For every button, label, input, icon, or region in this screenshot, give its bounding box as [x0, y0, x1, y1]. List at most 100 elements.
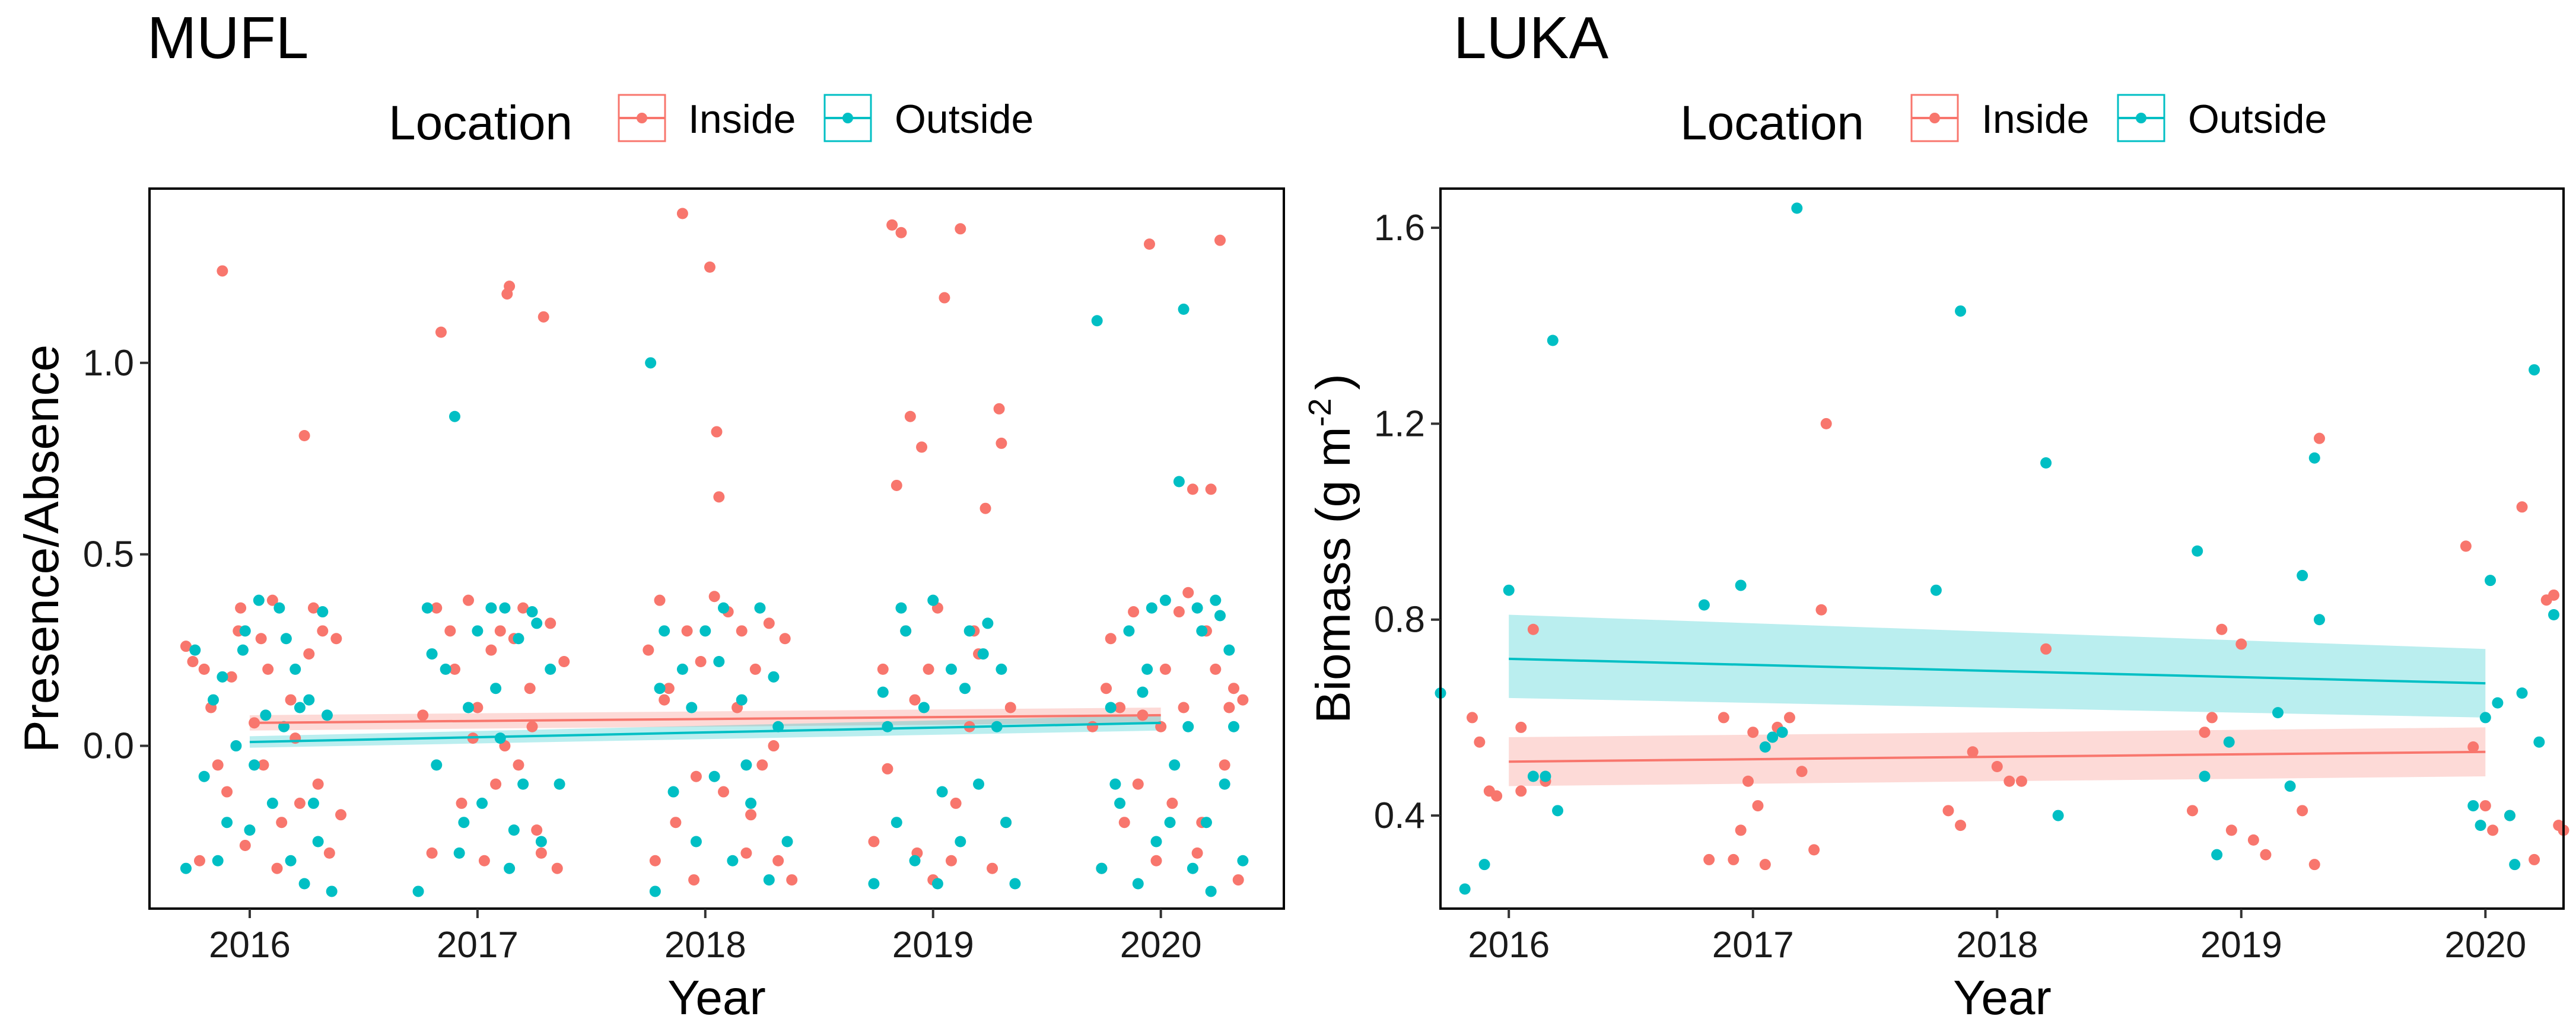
- luka-point-inside: [2015, 775, 2027, 787]
- luka-point-inside: [2260, 849, 2272, 861]
- luka-x-tick-label: 2016: [1468, 925, 1550, 966]
- mufl-point-inside: [317, 625, 329, 637]
- mufl-point-outside: [1191, 602, 1203, 614]
- mufl-point-outside: [230, 740, 242, 752]
- mufl-point-inside: [323, 847, 335, 859]
- luka-point-outside: [1547, 334, 1559, 346]
- mufl-point-inside: [695, 655, 707, 667]
- mufl-point-outside: [303, 694, 315, 706]
- luka-plot-border: [1439, 187, 2565, 910]
- mufl-point-inside: [868, 836, 880, 848]
- luka-ci-ribbon-outside: [1509, 614, 2486, 718]
- mufl-point-inside: [431, 602, 443, 614]
- luka-x-tick-label: 2017: [1712, 925, 1794, 966]
- mufl-legend-label-inside: Inside: [688, 97, 796, 142]
- mufl-point-inside: [736, 625, 748, 637]
- luka-x-tick-label: 2019: [2200, 925, 2282, 966]
- luka-point-inside: [1466, 712, 1478, 724]
- mufl-point-outside: [453, 847, 465, 859]
- mufl-point-outside: [718, 602, 730, 614]
- luka-x-tick-label: 2020: [2444, 925, 2526, 966]
- mufl-point-outside: [554, 778, 565, 790]
- mufl-point-outside: [285, 855, 297, 866]
- luka-point-outside: [1552, 805, 1564, 817]
- luka-point-outside: [2297, 569, 2308, 581]
- mufl-point-outside: [1159, 594, 1171, 606]
- mufl-point-inside: [877, 663, 889, 675]
- luka-point-outside: [2052, 810, 2064, 821]
- mufl-point-outside: [1123, 625, 1135, 637]
- luka-y-axis-title-main: Biomass (g: [1306, 480, 1360, 724]
- luka-y-tick-label: 0.4: [1374, 795, 1425, 836]
- mufl-point-outside: [426, 648, 438, 660]
- luka-point-outside: [2272, 707, 2284, 719]
- mufl-y-tick-label: 0.5: [83, 534, 134, 575]
- mufl-point-outside: [781, 836, 793, 848]
- mufl-point-outside: [1228, 721, 1240, 732]
- mufl-point-inside: [886, 219, 898, 231]
- mufl-point-outside: [189, 644, 201, 656]
- mufl-point-inside: [485, 644, 497, 656]
- mufl-trend-line-outside: [249, 721, 1161, 744]
- mufl-point-inside: [513, 759, 524, 771]
- mufl-point-inside: [1166, 797, 1178, 809]
- mufl-point-inside: [1086, 721, 1098, 732]
- mufl-point-inside: [772, 855, 784, 866]
- mufl-point-inside: [945, 855, 957, 866]
- luka-y-tick-label: 1.6: [1374, 208, 1425, 249]
- luka-point-inside: [1742, 775, 1754, 787]
- mufl-point-inside: [1182, 587, 1194, 598]
- mufl-point-outside: [253, 594, 265, 606]
- luka-legend: Location Inside Outside: [1680, 94, 2327, 150]
- mufl-point-inside: [545, 617, 556, 629]
- mufl-point-outside: [531, 617, 543, 629]
- mufl-point-outside: [472, 625, 484, 637]
- luka-point-inside: [1942, 805, 1954, 817]
- mufl-point-outside: [1205, 885, 1217, 897]
- mufl-legend-title: Location: [389, 96, 573, 150]
- luka-point-inside: [1815, 604, 1827, 616]
- mufl-point-outside: [517, 778, 529, 790]
- mufl-point-outside: [237, 644, 249, 656]
- mufl-point-outside: [485, 602, 497, 614]
- mufl-point-outside: [244, 824, 256, 836]
- mufl-point-outside: [280, 633, 292, 645]
- mufl-point-outside: [1169, 759, 1181, 771]
- luka-points: [1435, 202, 2569, 895]
- luka-point-outside: [2548, 609, 2560, 620]
- mufl-point-outside: [1200, 817, 1212, 829]
- mufl-point-outside: [1182, 721, 1194, 732]
- mufl-y-tick-label: 0.0: [83, 726, 134, 767]
- mufl-point-outside: [208, 694, 220, 706]
- mufl-point-inside: [711, 426, 723, 438]
- mufl-trend-line-inside: [249, 713, 1161, 724]
- mufl-point-outside: [449, 410, 460, 422]
- mufl-point-inside: [235, 602, 247, 614]
- mufl-point-outside: [740, 759, 752, 771]
- mufl-point-inside: [768, 740, 780, 752]
- mufl-point-outside: [545, 663, 556, 675]
- mufl-point-inside: [526, 721, 538, 732]
- mufl-x-tick-label: 2016: [209, 925, 291, 966]
- mufl-point-inside: [1114, 702, 1126, 713]
- luka-point-inside: [2040, 643, 2052, 655]
- mufl-point-inside: [749, 663, 761, 675]
- mufl-point-outside: [239, 625, 251, 637]
- mufl-point-outside: [713, 655, 725, 667]
- mufl-point-outside: [260, 709, 272, 721]
- mufl-point-inside: [979, 502, 991, 514]
- mufl-point-outside: [221, 817, 233, 829]
- mufl-point-inside: [239, 839, 251, 851]
- mufl-point-outside: [273, 602, 285, 614]
- mufl-point-inside: [718, 786, 730, 798]
- mufl-point-inside: [1128, 606, 1140, 618]
- mufl-y-axis-title: Presence/Absence: [15, 345, 69, 753]
- mufl-point-outside: [412, 885, 424, 897]
- mufl-point-outside: [768, 671, 780, 683]
- mufl-point-inside: [670, 817, 682, 829]
- mufl-point-outside: [290, 663, 301, 675]
- mufl-point-inside: [472, 702, 484, 713]
- luka-point-outside: [2284, 780, 2296, 792]
- luka-point-inside: [2003, 775, 2015, 787]
- luka-point-inside: [1515, 721, 1527, 733]
